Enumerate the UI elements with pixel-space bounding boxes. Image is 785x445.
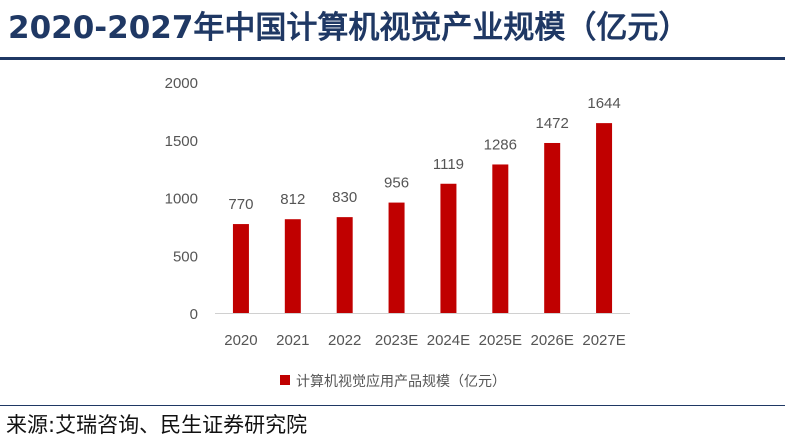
legend-swatch — [280, 375, 290, 385]
bar — [388, 202, 405, 313]
chart-area: 0 500 1000 1500 2000 770 2020 812 2021 830 2022 956… — [0, 62, 785, 402]
data-label: 956 — [384, 175, 409, 192]
y-tick-label: 1500 — [165, 133, 198, 150]
data-label: 1119 — [433, 156, 464, 173]
bar — [544, 142, 561, 313]
x-tick-label: 2026E — [531, 332, 574, 349]
y-tick-label: 0 — [190, 306, 198, 323]
bar — [284, 219, 301, 313]
x-tick-label: 2025E — [479, 332, 522, 349]
x-tick-label: 2027E — [582, 332, 625, 349]
chart-title: 2020-2027年中国计算机视觉产业规模（亿元） — [8, 10, 690, 46]
bar-chart: 0 500 1000 1500 2000 770 2020 812 2021 830 2022 956… — [165, 75, 630, 389]
x-tick-label: 2022 — [328, 332, 361, 349]
source-note: 来源:艾瑞咨询、民生证券研究院 — [6, 413, 308, 437]
bar — [596, 123, 613, 313]
y-tick-label: 1000 — [165, 191, 198, 208]
data-label: 1286 — [484, 136, 517, 153]
x-tick-label: 2021 — [276, 332, 309, 349]
data-label: 812 — [280, 191, 305, 208]
source-divider — [0, 405, 785, 406]
x-tick-label: 2020 — [224, 332, 257, 349]
data-label: 770 — [228, 196, 253, 213]
data-label: 1472 — [536, 115, 569, 132]
x-tick-label: 2024E — [427, 332, 470, 349]
x-tick-label: 2023E — [375, 332, 418, 349]
bar — [336, 217, 353, 313]
bar — [492, 164, 509, 313]
y-tick-label: 500 — [173, 248, 198, 265]
data-label: 830 — [332, 189, 357, 206]
y-tick-label: 2000 — [165, 75, 198, 92]
bar — [440, 183, 457, 313]
legend-label: 计算机视觉应用产品规模（亿元） — [296, 373, 506, 389]
data-label: 1644 — [587, 95, 620, 112]
title-divider — [0, 57, 785, 60]
bar — [232, 224, 249, 313]
